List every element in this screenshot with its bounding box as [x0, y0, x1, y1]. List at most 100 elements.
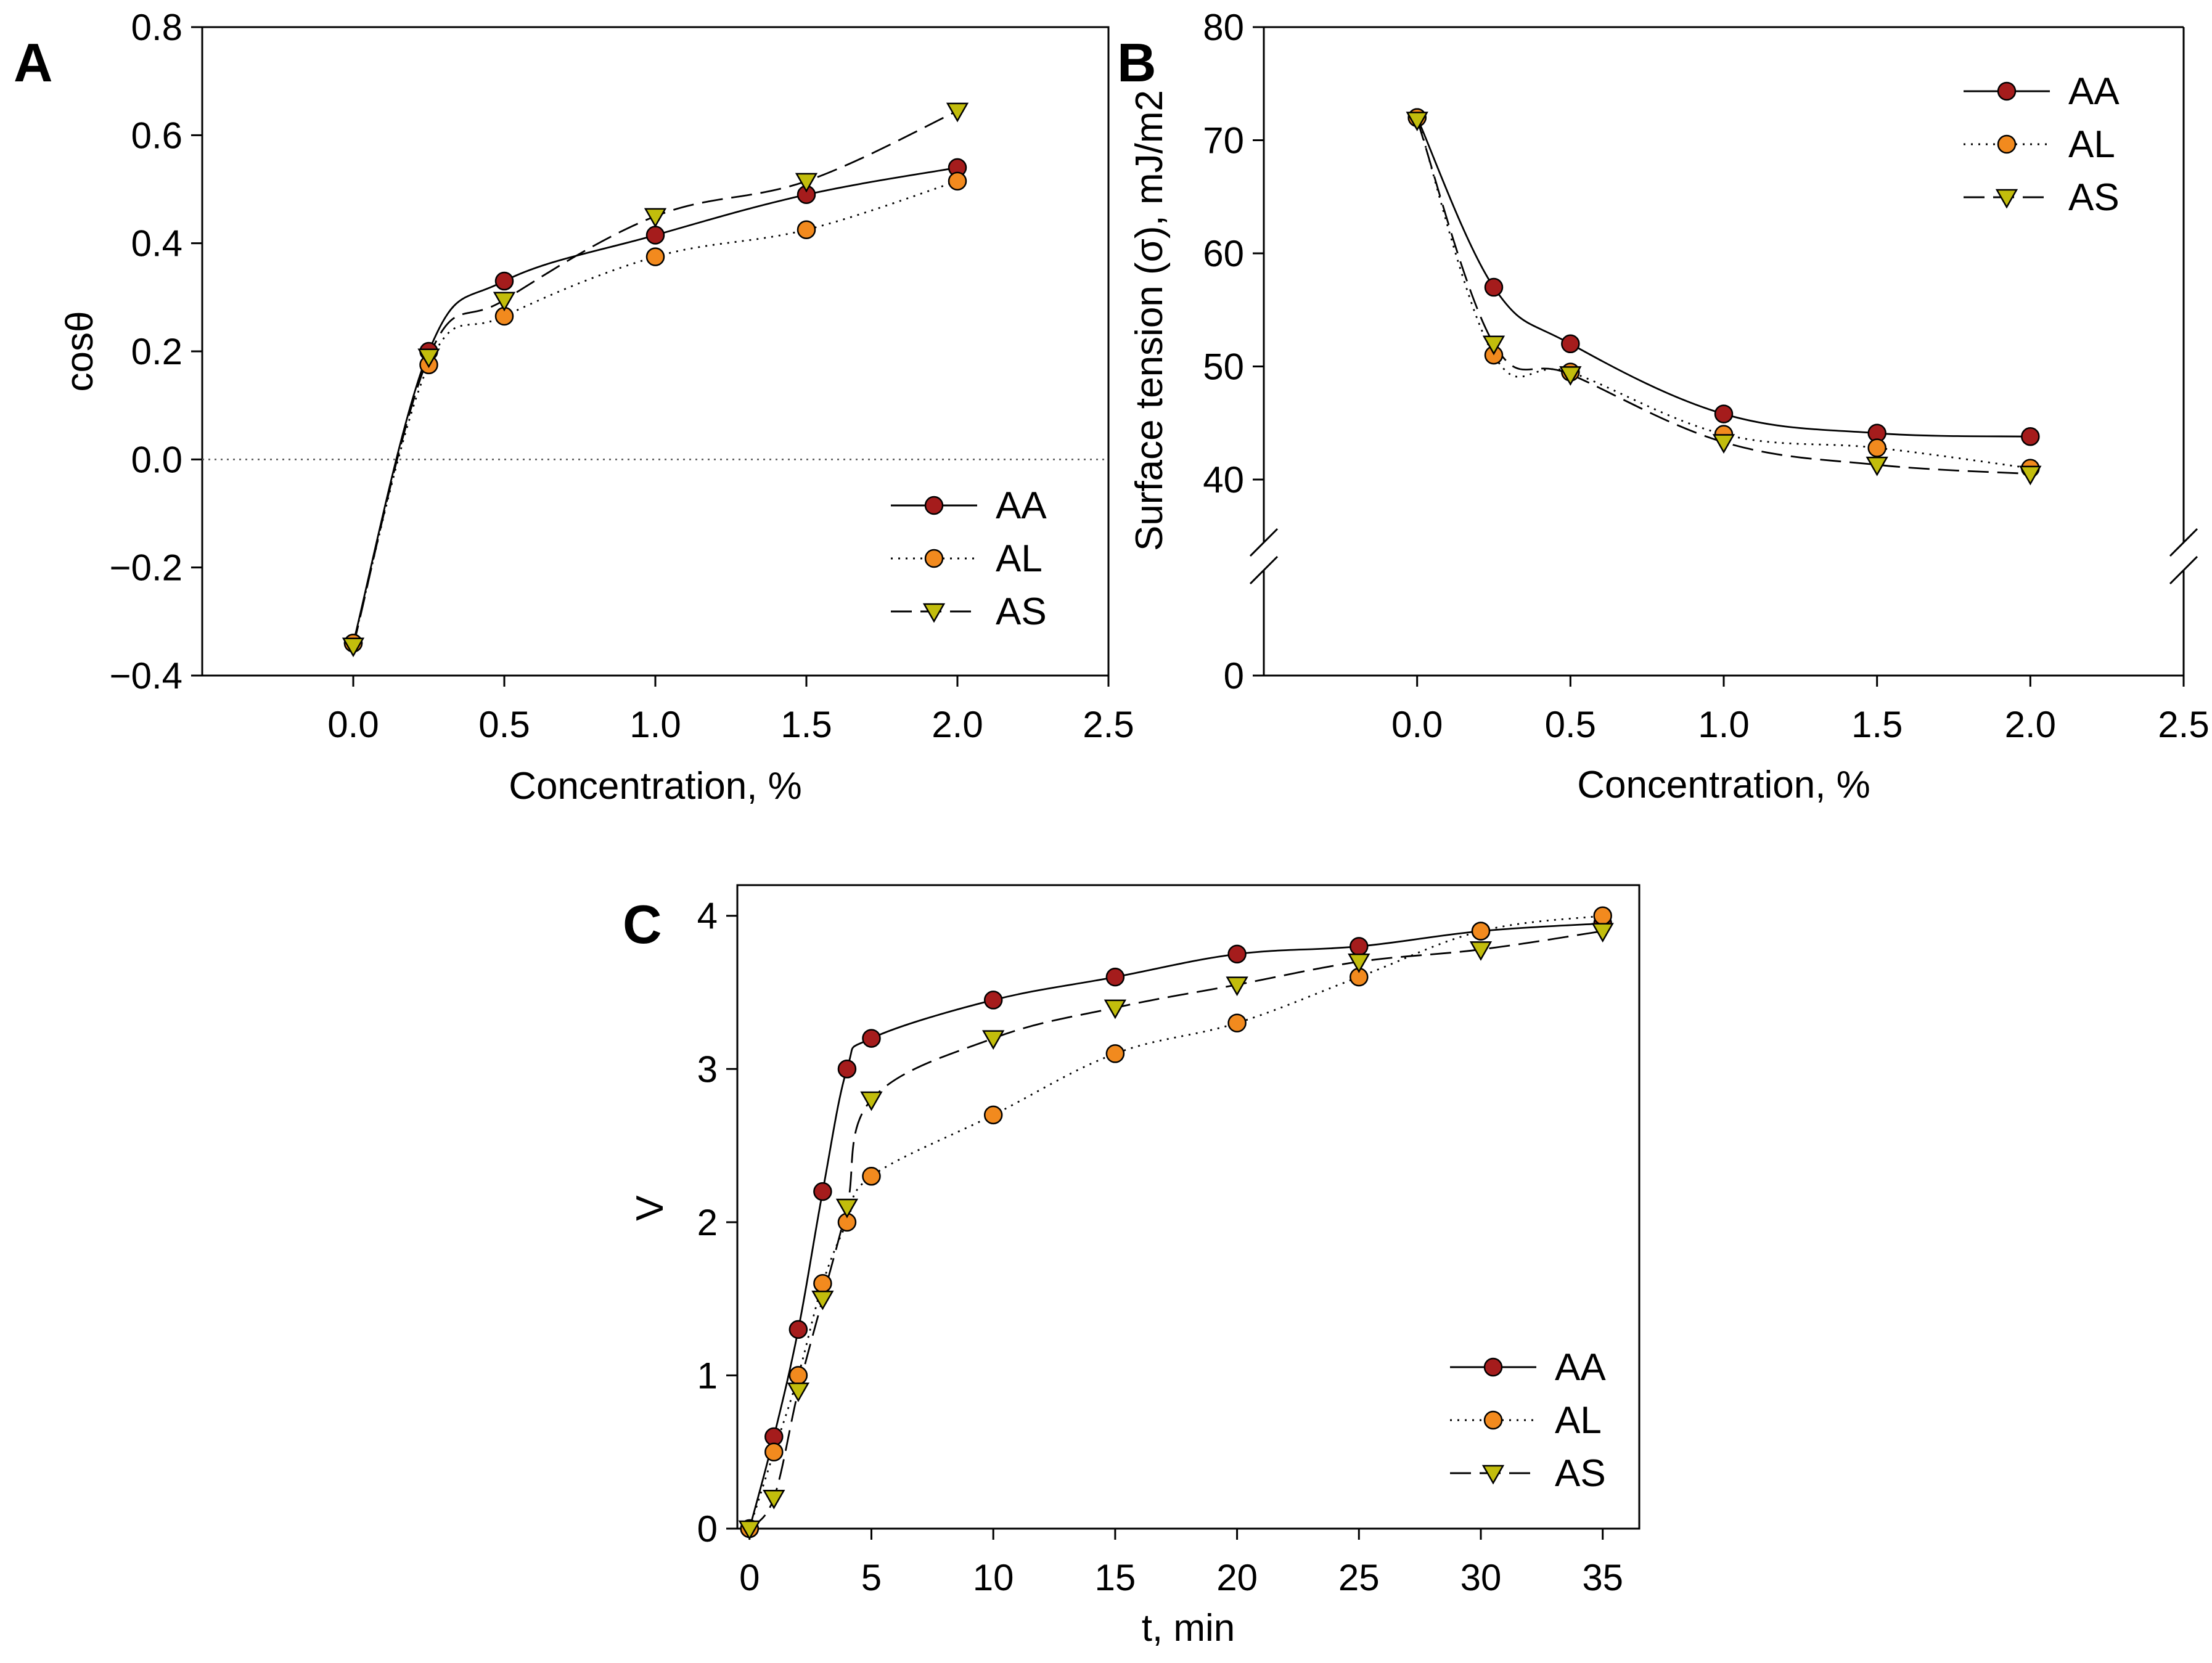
- x-tick-label-a-2: 1.0: [629, 704, 681, 745]
- y-tick-label-b-3: 60: [1203, 233, 1244, 274]
- data-point-a-aa-3: [645, 226, 665, 245]
- x-tick-label-a-4: 2.0: [932, 704, 983, 745]
- data-point-a-as-1: [417, 348, 440, 369]
- x-tick-label-a-3: 1.5: [780, 704, 832, 745]
- data-point-c-aa-6: [983, 991, 1003, 1010]
- axis-break-mark-b-0-1: [1249, 555, 1279, 585]
- y-tick-label-a-0: −0.4: [110, 655, 182, 697]
- axis-break-mark-b-1-0: [2169, 528, 2198, 557]
- data-point-c-al-5: [862, 1167, 881, 1186]
- x-tick-label-b-0: 0.0: [1391, 704, 1443, 745]
- x-tick-label-a-0: 0.0: [327, 704, 379, 745]
- data-point-a-al-5: [948, 171, 967, 191]
- data-point-c-al-11: [1593, 906, 1612, 925]
- data-point-c-as-0: [738, 1520, 761, 1540]
- y-tick-label-c-1: 1: [697, 1355, 718, 1396]
- data-point-a-aa-2: [494, 271, 514, 291]
- y-tick-label-c-0: 0: [697, 1508, 718, 1550]
- data-point-b-as-5: [2019, 465, 2042, 486]
- x-tick-label-a-1: 0.5: [478, 704, 530, 745]
- data-point-a-as-2: [493, 292, 516, 312]
- data-point-c-al-6: [983, 1105, 1003, 1125]
- series-line-b-aa: [1416, 117, 2031, 438]
- data-point-b-as-4: [1866, 456, 1888, 476]
- data-point-c-as-11: [1591, 923, 1614, 943]
- y-tick-label-c-2: 2: [697, 1202, 718, 1243]
- legend-label-c-al: AL: [1555, 1399, 1602, 1442]
- data-point-c-as-7: [1104, 999, 1127, 1019]
- data-point-c-as-5: [860, 1091, 883, 1111]
- legend-marker-a-as: [922, 603, 946, 623]
- data-point-c-aa-8: [1227, 944, 1247, 964]
- data-point-c-al-8: [1227, 1013, 1247, 1032]
- data-point-c-as-10: [1469, 941, 1493, 961]
- data-point-c-as-6: [982, 1030, 1005, 1050]
- x-axis-title-a: Concentration, %: [509, 765, 802, 807]
- legend-marker-a-aa: [924, 496, 944, 515]
- data-point-a-as-3: [644, 208, 667, 228]
- y-tick-label-a-1: −0.2: [110, 547, 182, 589]
- legend-label-a-as: AS: [996, 590, 1047, 633]
- data-point-c-al-10: [1471, 921, 1491, 941]
- y-tick-label-a-3: 0.2: [131, 331, 182, 372]
- data-point-c-as-4: [835, 1198, 859, 1219]
- chart-panel-a: A 0.0 0.5 1.0 1.5 2.0 2.5 −0.4 −0.2 0.0 0.2 0.4 0.6…: [14, 7, 1134, 807]
- x-tick-label-c-4: 20: [1216, 1557, 1258, 1598]
- data-point-c-aa-4: [837, 1060, 857, 1079]
- series-line-b-as: [1416, 120, 2031, 475]
- x-tick-label-b-2: 1.0: [1698, 704, 1749, 745]
- x-tick-label-b-1: 0.5: [1545, 704, 1596, 745]
- data-point-b-as-1: [1482, 335, 1505, 356]
- legend-marker-b-as: [1995, 189, 2018, 209]
- y-tick-label-b-5: 80: [1203, 7, 1244, 48]
- x-tick-label-c-2: 10: [973, 1557, 1014, 1598]
- data-point-b-as-3: [1712, 434, 1735, 454]
- data-point-b-aa-1: [1484, 277, 1504, 297]
- data-point-a-as-0: [342, 637, 365, 658]
- legend-marker-c-aa: [1483, 1357, 1503, 1377]
- y-axis-title-a: cosθ: [59, 311, 101, 392]
- x-tick-label-c-6: 30: [1460, 1557, 1502, 1598]
- y-tick-label-b-2: 50: [1203, 346, 1244, 388]
- chart-panel-c: C 0 5 10 15 20 25 30 35 0 1 2 3 4 t, min V AA AL AS: [623, 884, 1641, 1649]
- legend-marker-c-al: [1483, 1410, 1503, 1430]
- axis-break-mark-b-0-0: [1249, 528, 1279, 557]
- y-tick-label-b-1: 40: [1203, 459, 1244, 501]
- legend-label-b-aa: AA: [2068, 70, 2120, 113]
- series-line-c-al: [748, 915, 1603, 1529]
- x-tick-label-c-3: 15: [1095, 1557, 1136, 1598]
- data-point-a-as-5: [946, 102, 969, 123]
- data-point-c-al-1: [764, 1442, 784, 1461]
- series-line-b-al: [1416, 117, 2031, 469]
- x-tick-label-c-7: 35: [1582, 1557, 1623, 1598]
- legend-label-c-as: AS: [1555, 1452, 1606, 1495]
- y-tick-label-c-4: 4: [697, 896, 718, 937]
- legend-label-a-al: AL: [996, 537, 1043, 580]
- y-tick-label-c-3: 3: [697, 1048, 718, 1090]
- data-point-c-as-8: [1226, 976, 1248, 997]
- data-point-c-aa-9: [1350, 937, 1369, 956]
- series-line-a-as: [352, 110, 958, 647]
- x-tick-label-c-1: 5: [861, 1557, 882, 1598]
- legend-label-b-as: AS: [2068, 176, 2120, 219]
- x-tick-label-c-5: 25: [1338, 1557, 1380, 1598]
- data-point-c-al-3: [813, 1274, 832, 1293]
- data-point-b-al-4: [1867, 438, 1886, 457]
- data-point-c-al-7: [1105, 1044, 1125, 1063]
- x-tick-label-c-0: 0: [739, 1557, 760, 1598]
- plot-frame-a: [201, 26, 1110, 677]
- data-point-a-al-4: [797, 220, 816, 239]
- series-line-a-al: [352, 180, 958, 644]
- data-point-c-al-2: [789, 1366, 808, 1385]
- data-point-c-aa-3: [813, 1182, 832, 1201]
- legend-marker-c-as: [1481, 1465, 1505, 1485]
- x-tick-label-b-3: 1.5: [1851, 704, 1903, 745]
- legend-marker-a-al: [924, 549, 944, 568]
- panel-letter-c: C: [623, 894, 662, 955]
- data-point-c-as-2: [787, 1383, 810, 1402]
- y-tick-label-b-0: 0: [1224, 655, 1244, 697]
- y-tick-label-a-6: 0.8: [131, 7, 182, 48]
- data-point-a-al-3: [645, 247, 665, 266]
- legend-marker-b-aa: [1997, 81, 2017, 101]
